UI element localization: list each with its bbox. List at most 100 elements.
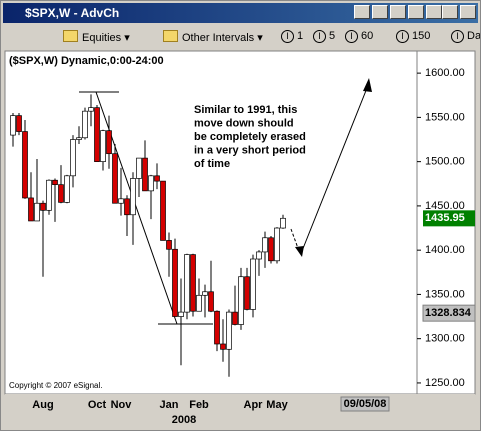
- candle-body: [196, 294, 202, 312]
- last-price-label: 1435.95: [425, 212, 465, 224]
- candle-body: [70, 139, 76, 177]
- interval-icon: I: [396, 30, 409, 43]
- candle-body: [130, 178, 136, 216]
- candle-body: [148, 175, 154, 192]
- maximize-button[interactable]: [442, 5, 458, 19]
- toolbar-label: 60: [361, 30, 374, 42]
- y-tick-label: 1600.00: [425, 67, 465, 79]
- candle-body: [34, 202, 40, 222]
- candle-body: [52, 179, 58, 186]
- toolbar-label: Equities: [82, 32, 122, 44]
- y-tick-label: 1350.00: [425, 288, 465, 300]
- window-button[interactable]: [372, 5, 388, 19]
- plot-area: [4, 50, 418, 395]
- candle-body: [268, 237, 274, 262]
- toolbar-label: 1: [297, 30, 304, 42]
- x-tick-label: May: [266, 399, 288, 411]
- toolbar-button[interactable]: I 150: [396, 30, 430, 43]
- x-tick-label: Jan: [160, 399, 179, 411]
- x-tick-label: Nov: [111, 399, 133, 411]
- candle-body: [46, 179, 52, 211]
- candle-body: [256, 251, 262, 260]
- candle-body: [118, 198, 124, 204]
- window-button[interactable]: [354, 5, 370, 19]
- candle-body: [166, 240, 172, 250]
- candle-body: [226, 311, 232, 350]
- candle-body: [82, 110, 88, 139]
- candle-body: [280, 217, 286, 229]
- close-button[interactable]: [460, 5, 476, 19]
- window-button[interactable]: [390, 5, 406, 19]
- x-tick-label: Feb: [189, 399, 209, 411]
- interval-icon: I: [281, 30, 294, 43]
- candle-body: [232, 311, 238, 325]
- candle-body: [16, 115, 22, 132]
- window-title: $SPX,W - AdvCh: [25, 6, 120, 20]
- x-tick-label: Aug: [32, 399, 53, 411]
- chart-title: ($SPX,W) Dynamic,0:00-24:00: [9, 55, 164, 67]
- cursor-price-label: 1328.834: [425, 307, 472, 319]
- window-button[interactable]: [408, 5, 424, 19]
- candle-body: [160, 180, 166, 241]
- arrow: [301, 82, 370, 252]
- toolbar-label: 150: [412, 30, 431, 42]
- interval-icon: I: [313, 30, 326, 43]
- title-bar: $SPX,W - AdvCh: [3, 3, 478, 23]
- toolbar-button[interactable]: Other Intervals ▾: [163, 30, 263, 44]
- toolbar-button[interactable]: I 60: [345, 30, 373, 43]
- candle-body: [214, 310, 220, 345]
- y-tick-label: 1250.00: [425, 377, 465, 389]
- toolbar-button[interactable]: I Da: [451, 30, 481, 43]
- annotation-line: move down should: [194, 117, 294, 129]
- y-tick-label: 1550.00: [425, 111, 465, 123]
- toolbar-label: Da: [467, 30, 481, 42]
- candle-body: [106, 130, 112, 155]
- annotation-line: in a very short period: [194, 144, 306, 156]
- y-tick-label: 1400.00: [425, 244, 465, 256]
- candle-body: [40, 202, 46, 211]
- time-axis-panel: [5, 394, 475, 427]
- copyright: Copyright © 2007 eSignal.: [9, 381, 103, 390]
- interval-icon: I: [451, 30, 464, 43]
- interval-icon: I: [345, 30, 358, 43]
- candle-body: [64, 175, 70, 203]
- toolbar-label: Other Intervals: [182, 32, 255, 44]
- candle-body: [124, 198, 130, 216]
- arrow: [290, 228, 300, 252]
- candle-body: [178, 311, 184, 317]
- candle-body: [58, 184, 64, 203]
- candle-body: [208, 291, 214, 312]
- x-tick-label: Oct: [88, 399, 107, 411]
- candle-body: [94, 107, 100, 162]
- candle-body: [100, 130, 106, 162]
- candle-body: [22, 131, 28, 199]
- annotation-line: Similar to 1991, this: [194, 104, 297, 116]
- last-price-box: [423, 210, 475, 227]
- candle-body: [190, 254, 196, 312]
- cursor-date-box: [340, 396, 390, 412]
- candle-body: [238, 276, 244, 325]
- cursor-date-label: 09/05/08: [344, 398, 387, 410]
- candle-body: [172, 248, 178, 317]
- arrowhead: [363, 78, 372, 92]
- candle-body: [184, 254, 190, 313]
- candle-body: [76, 137, 82, 140]
- cursor-price-box: [422, 304, 476, 322]
- candle-body: [112, 153, 118, 204]
- annotation-line: of time: [194, 158, 230, 170]
- toolbar-button[interactable]: Equities ▾: [63, 30, 130, 44]
- candle-body: [142, 157, 148, 192]
- candle-body: [88, 107, 94, 112]
- x-tick-label: Apr: [244, 399, 264, 411]
- y-tick-label: 1500.00: [425, 156, 465, 168]
- candle-body: [202, 291, 208, 296]
- minimize-button[interactable]: [426, 5, 442, 19]
- candle-body: [154, 175, 160, 182]
- y-tick-label: 1450.00: [425, 200, 465, 212]
